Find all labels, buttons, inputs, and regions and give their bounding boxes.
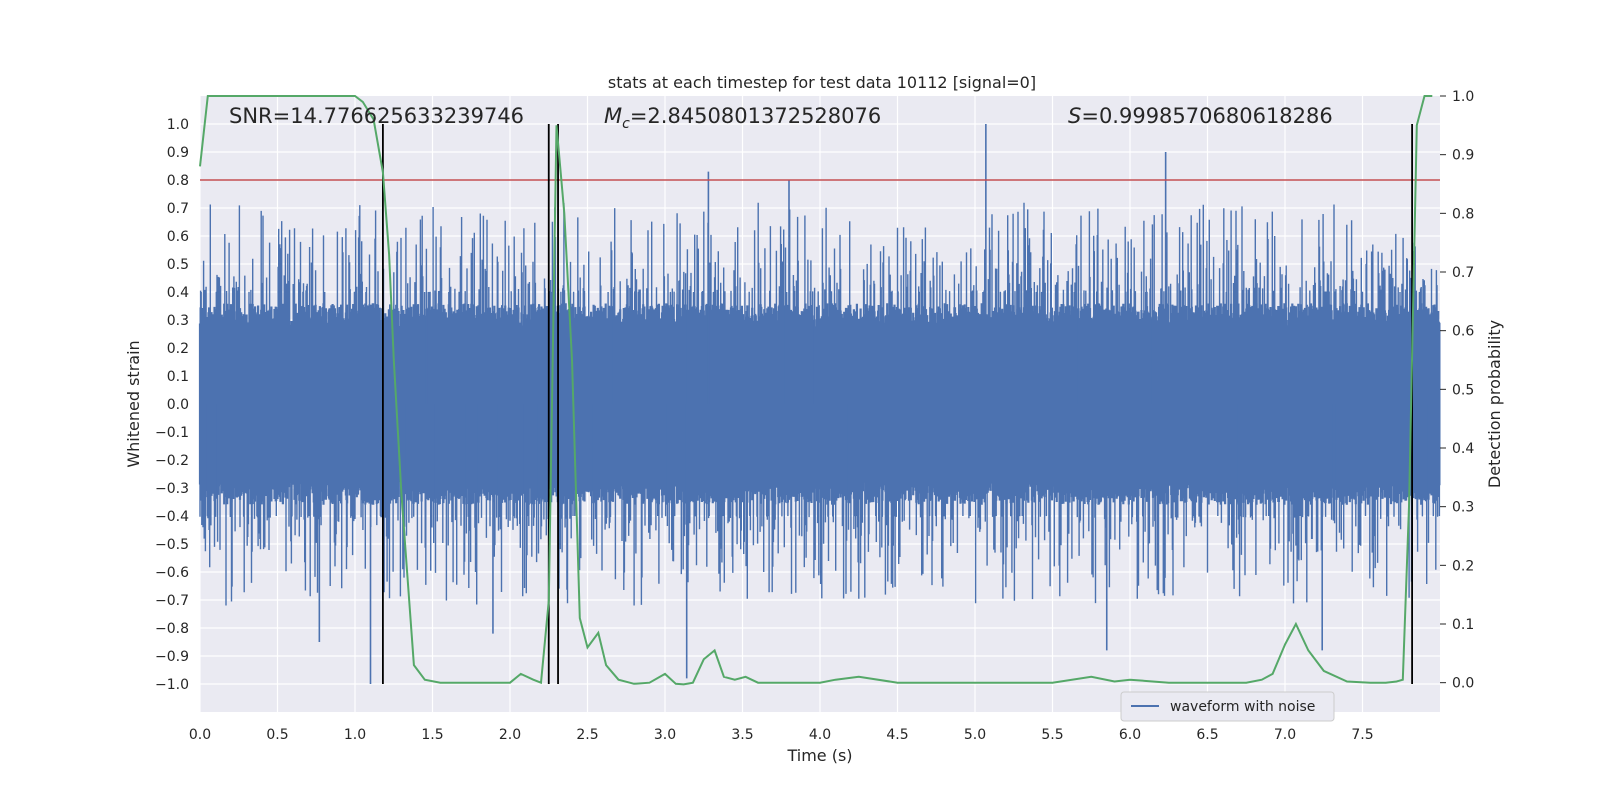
overlay-lines xyxy=(199,95,1440,686)
noise-series xyxy=(198,124,1441,684)
y2-tick-label: 1.0 xyxy=(1452,89,1474,105)
y-tick-label: −0.3 xyxy=(155,481,189,497)
y-tick-label: −0.4 xyxy=(155,509,189,525)
chirp-mass-subscript: c xyxy=(622,116,630,132)
x-tick-label: 2.5 xyxy=(576,727,598,743)
annotations: SNR=14.776625633239746 Mc=2.845080137252… xyxy=(229,104,1333,132)
x-tick-label: 4.5 xyxy=(886,727,908,743)
legend-entry-waveform: waveform with noise xyxy=(1170,699,1315,715)
y-tick-label: 0.4 xyxy=(167,285,189,301)
y2-tick-label: 0.9 xyxy=(1452,148,1474,164)
x-tick-label: 3.0 xyxy=(654,727,676,743)
s-symbol: S xyxy=(1068,104,1081,128)
y2-tick-label: 0.5 xyxy=(1452,382,1474,398)
y-tick-label: −1.0 xyxy=(155,677,189,693)
chirp-mass-annotation: Mc=2.8450801372528076 xyxy=(604,104,881,132)
x-tick-label: 5.5 xyxy=(1041,727,1063,743)
x-tick-label: 6.5 xyxy=(1196,727,1218,743)
chirp-mass-value: =2.8450801372528076 xyxy=(630,104,881,128)
snr-annotation: SNR=14.776625633239746 xyxy=(229,104,524,128)
y2-tick-label: 0.6 xyxy=(1452,324,1474,340)
s-value: =0.9998570680618286 xyxy=(1081,104,1332,128)
y-tick-label: 0.7 xyxy=(167,201,189,217)
x-tick-label: 0.5 xyxy=(266,727,288,743)
y-tick-label: −0.8 xyxy=(155,621,189,637)
x-tick-label: 0.0 xyxy=(189,727,211,743)
x-tick-label: 4.0 xyxy=(809,727,831,743)
chirp-mass-symbol: M xyxy=(604,104,622,128)
y-tick-label: −0.5 xyxy=(155,537,189,553)
y-tick-label: 1.0 xyxy=(167,117,189,133)
y2-axis-label: Detection probability xyxy=(1485,320,1504,488)
y-tick-label: 0.6 xyxy=(167,229,189,245)
x-tick-label: 5.0 xyxy=(964,727,986,743)
detection-probability-line xyxy=(199,95,1433,686)
y-tick-label: −0.7 xyxy=(155,593,189,609)
x-tick-label: 1.5 xyxy=(421,727,443,743)
y-tick-label: −0.6 xyxy=(155,565,189,581)
y-tick-label: −0.2 xyxy=(155,453,189,469)
y-axis-label: Whitened strain xyxy=(124,340,143,467)
x-tick-label: 7.0 xyxy=(1274,727,1296,743)
y-tick-label: 0.3 xyxy=(167,313,189,329)
x-tick-label: 6.0 xyxy=(1119,727,1141,743)
y-tick-label: 0.2 xyxy=(167,341,189,357)
y-tick-label: 0.9 xyxy=(167,145,189,161)
y-tick-label: −0.1 xyxy=(155,425,189,441)
y2-tick-label: 0.0 xyxy=(1452,676,1474,692)
y-tick-label: 0.5 xyxy=(167,257,189,273)
x-axis-label: Time (s) xyxy=(786,746,852,765)
y2-tick-label: 0.2 xyxy=(1452,558,1474,574)
y-tick-label: 0.1 xyxy=(167,369,189,385)
ticks: 0.0 0.5 1.0 1.5 2.0 2.5 3.0 3.5 4.0 4.5 5.0 5.5 6.0 6… xyxy=(155,89,1474,743)
x-tick-label: 7.5 xyxy=(1351,727,1373,743)
s-annotation: S=0.9998570680618286 xyxy=(1068,104,1333,128)
x-tick-label: 2.0 xyxy=(499,727,521,743)
y2-tick-label: 0.4 xyxy=(1452,441,1474,457)
y2-tick-label: 0.7 xyxy=(1452,265,1474,281)
y-tick-label: −0.9 xyxy=(155,649,189,665)
x-tick-label: 3.5 xyxy=(731,727,753,743)
legend-box xyxy=(1120,691,1335,722)
legend: waveform with noise xyxy=(1120,691,1335,722)
y-tick-label: 0.0 xyxy=(167,397,189,413)
x-tick-label: 1.0 xyxy=(344,727,366,743)
chart-title: stats at each timestep for test data 101… xyxy=(608,73,1036,92)
y2-tick-label: 0.3 xyxy=(1452,500,1474,516)
y2-tick-label: 0.1 xyxy=(1452,617,1474,633)
y2-tick-label: 0.8 xyxy=(1452,206,1474,222)
y-tick-label: 0.8 xyxy=(167,173,189,189)
